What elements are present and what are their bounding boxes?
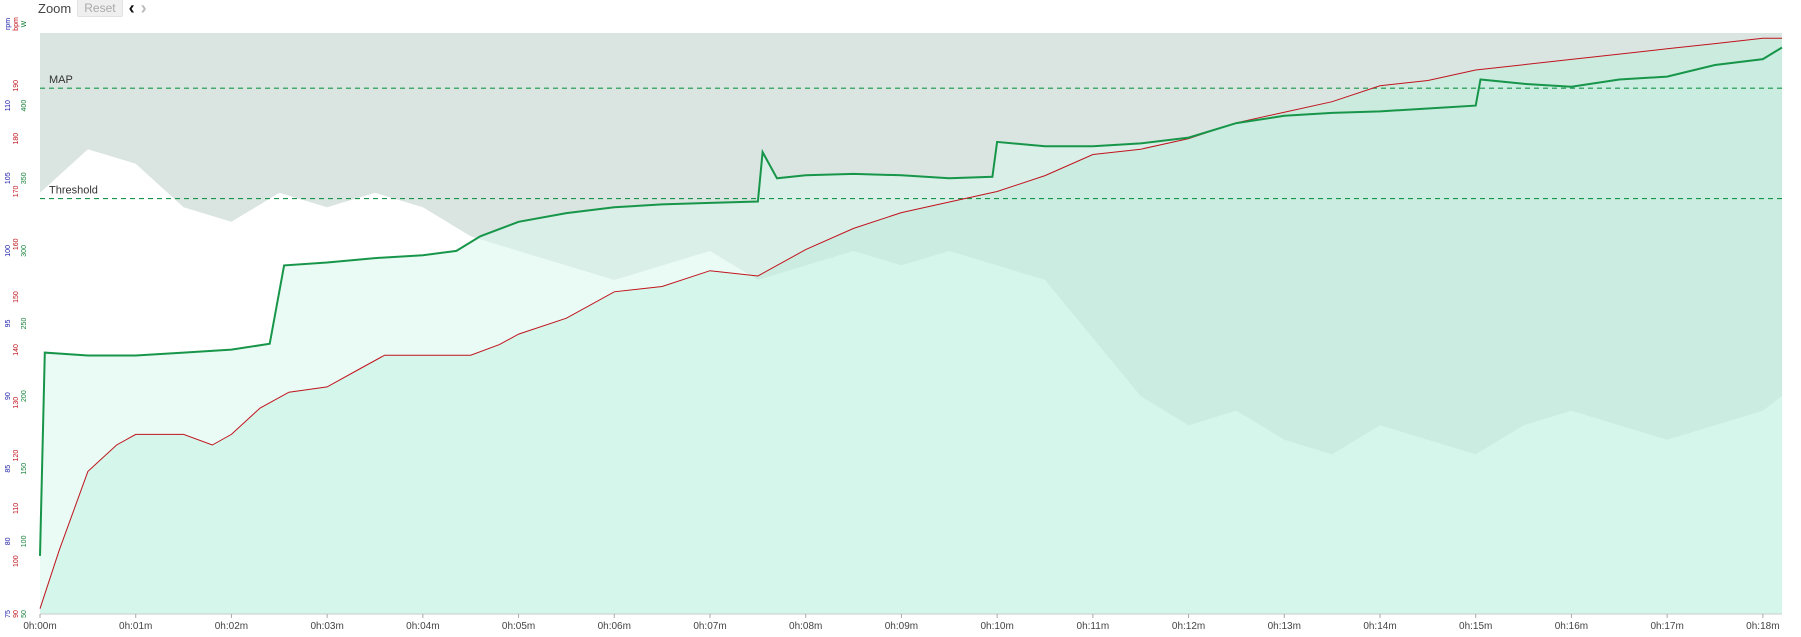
power-line [39,46,1783,556]
y-tick-bpm-3: 120 [13,450,20,462]
x-tick-label-18: 0h:18m [1746,621,1779,632]
x-tick-label-3: 0h:03m [310,621,343,632]
y-tick-bpm-7: 160 [13,238,20,250]
y-tick-bpm-1: 100 [13,555,20,567]
reset-zoom-button[interactable]: Reset [77,0,123,17]
y-tick-W-3: 200 [21,390,28,402]
x-tick-label-5: 0h:05m [502,621,535,632]
reference-label-0: MAP [49,74,73,86]
y-unit-W: W [21,20,28,27]
y-tick-bpm-2: 110 [13,503,20,514]
y-tick-bpm-4: 130 [13,397,20,409]
x-tick-label-2: 0h:02m [215,621,248,632]
y-tick-rpm-4: 95 [5,320,12,328]
y-tick-bpm-9: 180 [13,133,20,145]
chevron-left-icon[interactable]: ‹ [128,0,135,18]
y-tick-rpm-5: 100 [5,245,12,257]
x-tick-label-14: 0h:14m [1363,621,1396,632]
x-tick-label-10: 0h:10m [980,621,1013,632]
x-tick-label-11: 0h:11m [1077,621,1110,632]
y-unit-rpm: rpm [5,18,12,30]
x-tick-label-0: 0h:00m [23,621,56,632]
x-tick-label-8: 0h:08m [789,621,822,632]
chart-toolbar: Zoom Reset ‹ › [0,0,300,18]
y-tick-rpm-0: 75 [5,610,12,618]
y-tick-W-7: 400 [21,100,28,112]
y-tick-rpm-6: 105 [5,172,12,184]
y-tick-rpm-7: 110 [5,100,12,111]
y-tick-W-1: 100 [21,535,28,547]
cadence-overlay [40,33,1782,455]
x-tick-label-4: 0h:04m [406,621,439,632]
heart-rate-line [39,37,1782,609]
y-tick-bpm-5: 140 [13,344,20,356]
zoom-label: Zoom [38,0,72,16]
x-tick-label-17: 0h:17m [1650,621,1683,632]
x-tick-label-13: 0h:13m [1268,621,1301,632]
y-tick-bpm-8: 170 [13,186,20,198]
y-tick-bpm-0: 90 [13,610,20,618]
x-tick-label-1: 0h:01m [119,621,152,632]
y-tick-rpm-3: 90 [5,392,12,400]
y-tick-W-5: 300 [21,245,28,257]
y-tick-W-0: 50 [21,610,28,618]
y-unit-bpm: bpm [13,17,20,31]
y-tick-rpm-2: 85 [5,465,12,473]
chevron-right-icon[interactable]: › [140,0,147,18]
x-tick-label-6: 0h:06m [598,621,631,632]
y-tick-bpm-10: 190 [13,80,20,92]
reference-label-1: Threshold [49,185,98,197]
x-tick-label-15: 0h:15m [1459,621,1492,632]
x-tick-label-9: 0h:09m [885,621,918,632]
y-tick-W-6: 350 [21,172,28,184]
heart-rate-area [40,38,1782,615]
y-tick-W-4: 250 [21,318,28,330]
y-tick-bpm-6: 150 [13,291,20,303]
x-tick-label-7: 0h:07m [693,621,726,632]
y-tick-W-2: 150 [21,463,28,475]
x-tick-label-16: 0h:16m [1555,621,1588,632]
y-tick-rpm-1: 80 [5,537,12,545]
x-tick-label-12: 0h:12m [1172,621,1205,632]
